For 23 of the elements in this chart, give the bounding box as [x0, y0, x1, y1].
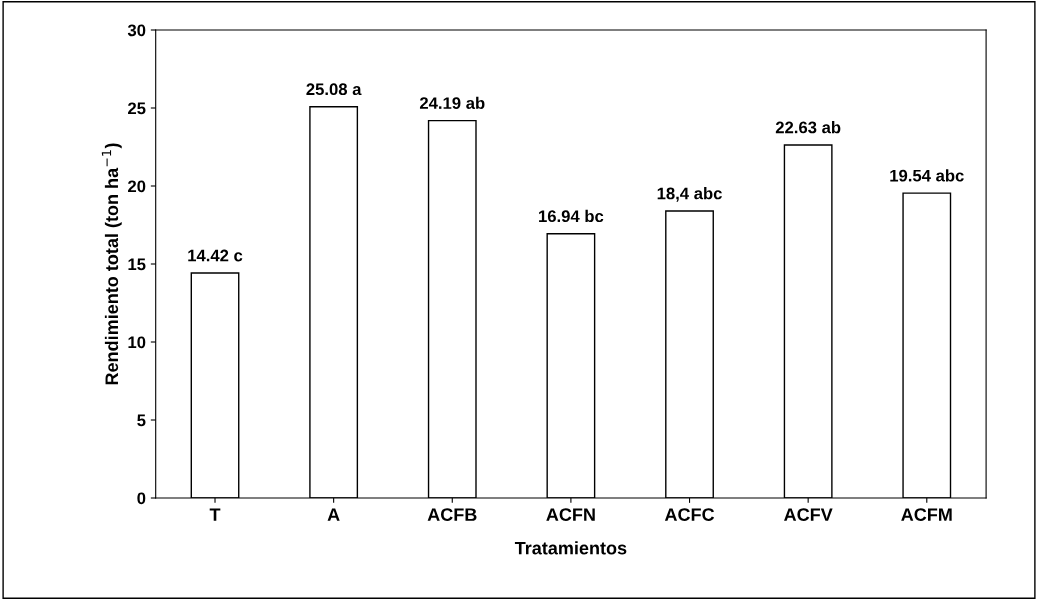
y-tick-label: 20	[128, 180, 146, 193]
data-label: 19.54 abc	[890, 169, 964, 182]
y-tick-label: 15	[128, 258, 146, 271]
y-tick-label: 5	[137, 414, 146, 427]
x-tick-label: ACFC	[664, 508, 715, 521]
data-label: 25.08 a	[306, 83, 362, 96]
data-label: 22.63 ab	[775, 121, 841, 134]
y-tick-label: 30	[127, 24, 146, 37]
y-tick-label: 25	[128, 102, 146, 115]
x-tick-label: A	[327, 508, 340, 521]
x-tick-label: ACFN	[546, 508, 595, 521]
data-label: 14.42 c	[188, 249, 243, 262]
data-label: 16.94 bc	[539, 209, 604, 223]
data-label: 18,4 abc	[657, 187, 722, 202]
y-tick-label: 10	[128, 336, 146, 349]
x-tick-label: ACFM	[901, 508, 952, 521]
x-tick-label: T	[209, 508, 221, 521]
data-label: 24.19 ab	[419, 96, 485, 110]
x-tick-label: ACFB	[427, 508, 477, 521]
x-tick-label: ACFV	[784, 508, 833, 521]
x-axis-title: Tratamientos	[514, 541, 627, 555]
y-axis-title: Rendimiento total (ton ha$^{−1}$)	[101, 143, 122, 385]
y-tick-label: 0	[137, 492, 146, 505]
